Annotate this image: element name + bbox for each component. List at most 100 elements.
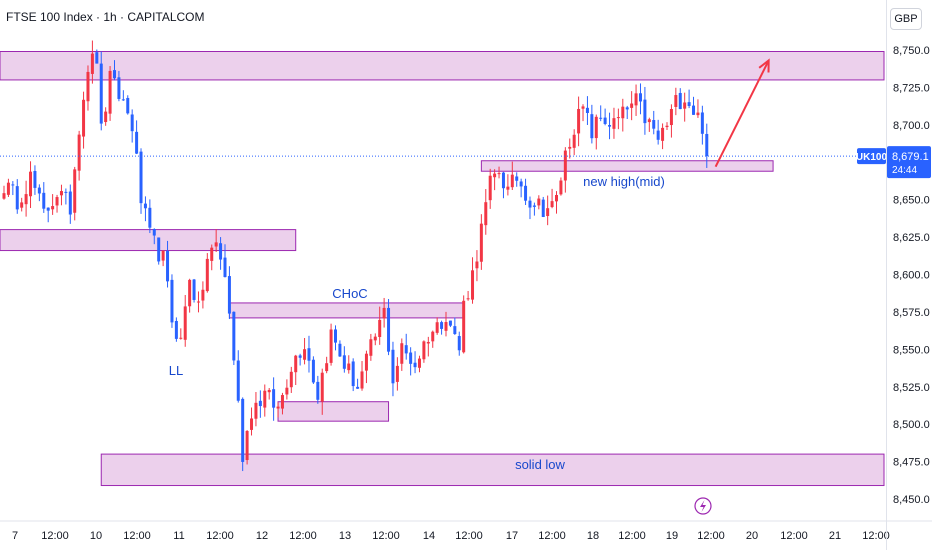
candle-body [342,355,346,369]
x-tick-label: 13 [339,530,351,542]
x-tick-label: 12:00 [372,530,400,542]
candle-body [6,182,10,195]
candle-body [113,70,116,79]
candle-body [276,406,280,409]
candle-body [515,176,519,181]
lightning-icon[interactable] [694,497,712,515]
y-tick-label: 8,450.0 [893,494,930,506]
candle-body [130,114,134,132]
price-tag-value: 8,679.1 [892,151,929,163]
candle-body [267,389,271,393]
candle-body [462,300,466,353]
candle-body [563,150,567,181]
y-tick-label: 8,725.0 [893,82,930,94]
candle-body [378,319,382,338]
projection-arrow[interactable] [714,60,770,168]
candle-body [550,201,554,208]
candle-body [192,279,196,300]
candle-body [559,180,563,195]
candle-body [360,371,364,389]
candle-body [417,358,421,368]
symbol-tag [857,148,886,165]
symbol-tag-label: UK100 [856,152,888,163]
y-tick-label: 8,550.0 [893,344,930,356]
candle-body [152,228,156,236]
candle-body [280,395,284,409]
solid-low-label: solid low [515,457,565,472]
x-tick-label: 18 [587,530,599,542]
y-tick-label: 8,750.0 [893,45,930,57]
candle-body [475,261,479,269]
candle-body [148,207,152,228]
chart-title: FTSE 100 Index · 1h · CAPITALCOM [6,10,205,24]
candle-body [700,112,704,134]
zone-small-zone[interactable] [277,401,390,422]
candle-body [46,207,50,211]
x-tick-label: 12:00 [455,530,483,542]
candle-body [471,270,475,300]
candle-body [652,120,656,129]
candle-body [621,106,625,119]
candle-body [139,151,143,204]
candle-body [285,387,289,395]
candle-body [448,320,452,326]
candle-body [104,111,108,123]
zone-left-zone[interactable] [0,229,297,252]
candle-body [188,279,192,307]
x-tick-label: 12:00 [123,530,151,542]
candle-body [73,169,77,213]
candle-body [661,127,665,141]
price-axis-separator [886,0,887,550]
candle-body [241,398,245,462]
candle-body [519,181,523,187]
x-tick-label: 21 [829,530,841,542]
candle-body [634,93,638,106]
y-tick-label: 8,500.0 [893,419,930,431]
candle-body [59,191,63,196]
candle-body [678,92,682,110]
candle-body [555,194,558,202]
candle-body [201,289,205,301]
candle-body [656,130,660,140]
zone-top-resistance[interactable] [0,50,885,81]
candle-body [674,95,678,107]
candle-body [258,400,262,407]
candle-body [320,372,324,402]
candle-body [501,172,505,189]
currency-button[interactable]: GBP [890,8,922,30]
candle-body [289,371,293,388]
candle-body [11,184,15,186]
candle-body [541,199,545,217]
x-tick-label: 12:00 [41,530,69,542]
y-tick-label: 8,650.0 [893,195,930,207]
candle-body [692,105,696,115]
y-tick-label: 8,475.0 [893,457,930,469]
zone-choc-zone[interactable] [228,302,465,319]
candle-body [546,208,550,217]
candle-body [568,146,572,149]
candle-body [121,99,125,101]
y-tick-label: 8,600.0 [893,270,930,282]
candle-body [599,117,603,119]
x-tick-label: 10 [90,530,102,542]
candle-body [143,203,147,209]
candle-body [625,107,629,110]
y-tick-label: 8,700.0 [893,120,930,132]
x-tick-label: 17 [506,530,518,542]
candle-body [581,106,585,109]
candle-body [117,77,121,99]
candle-body [42,192,46,209]
candle-body [585,107,589,113]
x-tick-label: 12:00 [289,530,317,542]
candle-body [444,322,448,331]
zone-new-high-zone[interactable] [480,160,774,172]
zone-solid-low-zone[interactable] [100,453,885,487]
candle-body [135,131,139,154]
candle-body [303,349,307,360]
x-tick-label: 19 [666,530,678,542]
x-tick-label: 12:00 [618,530,646,542]
candle-body [453,326,457,334]
choc-label: CHoC [332,286,367,301]
candle-body [409,352,413,364]
